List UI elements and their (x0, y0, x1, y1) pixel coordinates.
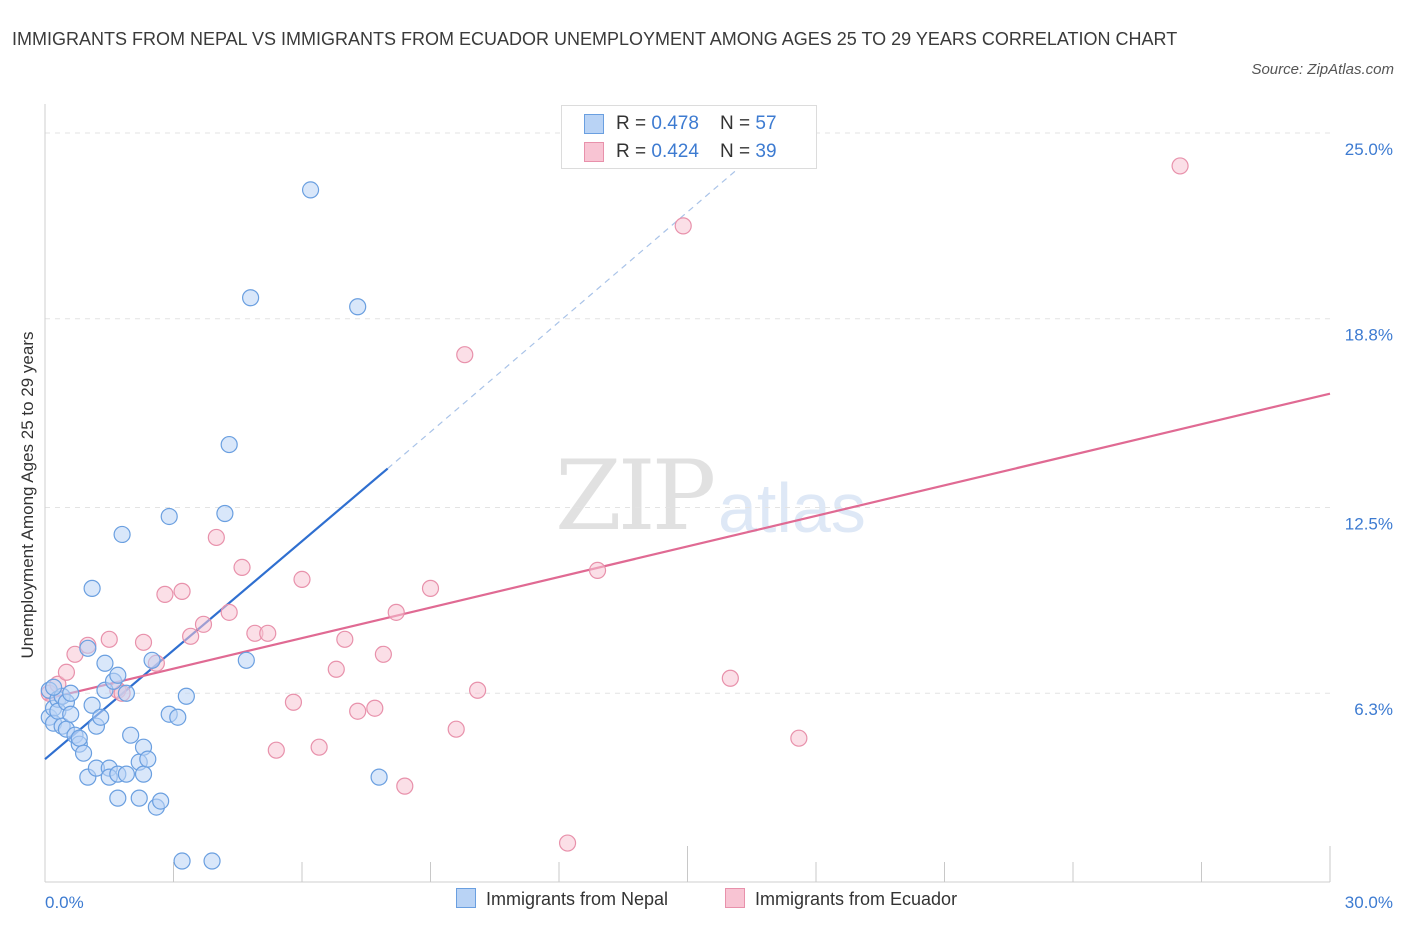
ecuador-point (284, 693, 303, 711)
ecuador-point (194, 615, 213, 633)
ecuador-point (207, 528, 225, 547)
nepal-point (92, 708, 110, 726)
chart-title: IMMIGRANTS FROM NEPAL VS IMMIGRANTS FROM… (12, 29, 1178, 49)
nepal-trend-extension (387, 156, 753, 469)
ecuador-point (233, 558, 251, 577)
legend-item-nepal: Immigrants from Nepal (456, 888, 669, 915)
ecuador-point (396, 777, 414, 795)
legend-row-ecuador: R = 0.424 N = 39 (584, 141, 777, 165)
ecuador-point (790, 729, 808, 747)
nepal-point (242, 289, 260, 307)
ecuador-point (447, 720, 465, 738)
nepal-n-value: 57 (755, 113, 777, 134)
nepal-legend-label: Immigrants from Nepal (486, 889, 669, 909)
nepal-point (169, 708, 187, 726)
ecuador-point (100, 630, 118, 648)
ecuador-swatch (584, 141, 604, 162)
nepal-r-value: 0.478 (651, 113, 699, 134)
nepal-r-label: R = (616, 113, 652, 134)
ecuador-n-value: 39 (755, 141, 777, 162)
nepal-legend-swatch (456, 888, 476, 909)
nepal-point (216, 504, 234, 523)
ecuador-point (1171, 157, 1189, 175)
ecuador-point (173, 582, 191, 600)
nepal-point (237, 651, 255, 669)
ecuador-point (374, 645, 392, 663)
ecuador-point (327, 660, 345, 678)
ecuador-point (310, 738, 328, 756)
y-tick-label: 12.5% (1345, 514, 1393, 533)
nepal-point (130, 789, 148, 807)
nepal-point (122, 726, 140, 744)
ecuador-point (220, 603, 238, 621)
ecuador-r-label: R = (616, 141, 652, 162)
ecuador-point (267, 741, 285, 759)
ecuador-point (134, 633, 153, 651)
nepal-point (83, 579, 101, 597)
ecuador-point (387, 603, 405, 621)
nepal-point (301, 181, 320, 199)
ecuador-point (421, 579, 440, 597)
ecuador-point (469, 681, 487, 699)
nepal-point (109, 789, 127, 807)
ecuador-point (293, 570, 311, 588)
ecuador-point (156, 585, 174, 603)
ecuador-point (721, 669, 739, 687)
nepal-point (173, 852, 191, 870)
nepal-point (79, 639, 97, 657)
x-tick-label: 0.0% (45, 893, 84, 912)
nepal-point (143, 651, 161, 669)
ecuador-point (259, 624, 277, 642)
nepal-point (177, 687, 195, 705)
nepal-point (96, 654, 114, 672)
nepal-swatch (584, 113, 604, 134)
nepal-point (117, 684, 135, 702)
ecuador-point (588, 561, 607, 580)
nepal-point (220, 435, 238, 454)
nepal-point (109, 666, 127, 684)
ecuador-n-label: N = (720, 141, 756, 162)
correlation-legend: R = 0.478 N = 57 R = 0.424 N = 39 (561, 105, 817, 169)
ecuador-point (349, 702, 367, 720)
nepal-point (370, 768, 388, 786)
ecuador-point (558, 834, 577, 852)
ecuador-legend-swatch (725, 888, 745, 909)
ecuador-point (336, 630, 354, 648)
nepal-point (117, 765, 135, 783)
nepal-point (152, 792, 170, 810)
x-tick-label: 30.0% (1345, 893, 1393, 912)
ecuador-point (366, 699, 384, 717)
nepal-point (70, 729, 88, 747)
ecuador-point (674, 217, 692, 235)
nepal-point (62, 684, 80, 702)
legend-item-ecuador: Immigrants from Ecuador (725, 888, 958, 915)
legend-row-nepal: R = 0.478 N = 57 (584, 113, 777, 137)
source-label: Source: ZipAtlas.com (1251, 61, 1394, 78)
ecuador-point (182, 627, 200, 645)
watermark-zip: ZIP (555, 440, 716, 552)
nepal-point (134, 765, 153, 783)
nepal-point (349, 298, 367, 316)
nepal-n-label: N = (720, 113, 756, 134)
ecuador-legend-label: Immigrants from Ecuador (755, 889, 958, 909)
nepal-point (160, 507, 178, 526)
nepal-point (139, 750, 157, 768)
ecuador-point (57, 663, 76, 681)
nepal-point (203, 852, 221, 870)
ecuador-r-value: 0.424 (651, 141, 699, 162)
ecuador-trend-line (44, 392, 1331, 701)
nepal-point (44, 678, 63, 696)
nepal-point (113, 525, 131, 544)
y-tick-label: 6.3% (1354, 700, 1393, 719)
y-tick-label: 18.8% (1345, 326, 1393, 345)
ecuador-point (456, 346, 474, 364)
nepal-point (83, 696, 101, 714)
y-tick-label: 25.0% (1345, 140, 1393, 159)
nepal-point (74, 744, 93, 762)
nepal-point (62, 705, 80, 723)
